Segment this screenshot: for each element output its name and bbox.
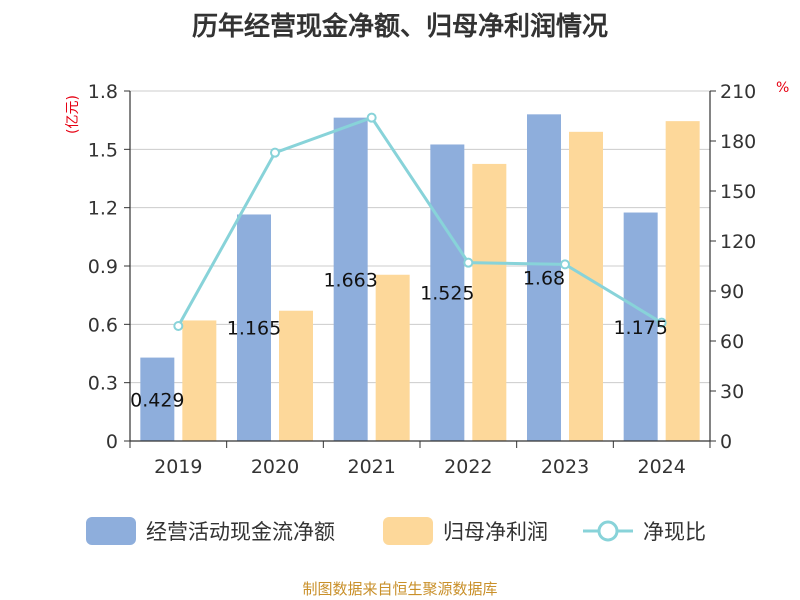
legend-swatch-ratio: [583, 520, 633, 542]
y-left-tick-label: 0.3: [88, 373, 118, 395]
point-ratio: [656, 317, 667, 328]
y-right-tick-label: 60: [720, 331, 744, 353]
y-right-tick-label: 210: [720, 81, 756, 103]
legend-label-profit: 归母净利润: [443, 520, 548, 544]
legend-item-cash[interactable]: 经营活动现金流净额: [86, 516, 335, 546]
data-label-cash: 1.525: [420, 283, 474, 305]
data-label-cash: 0.429: [130, 389, 184, 411]
y-left-tick-label: 1.8: [88, 81, 118, 103]
y-left-tick-label: 0.9: [88, 256, 118, 278]
x-tick-label: 2023: [541, 456, 589, 478]
source-note: 制图数据来自恒生聚源数据库: [302, 580, 498, 598]
legend-item-profit[interactable]: 归母净利润: [383, 516, 548, 546]
right-axis-unit: %: [776, 80, 790, 96]
point-ratio: [463, 257, 474, 268]
y-left-tick-label: 0: [106, 431, 118, 453]
bar-net-profit: [279, 310, 313, 441]
y-right-tick-label: 150: [720, 181, 756, 203]
bar-net-profit: [375, 274, 410, 441]
bar-cash-flow: [140, 357, 175, 441]
x-tick-label: 2020: [251, 456, 299, 478]
y-right-tick-label: 180: [720, 131, 756, 153]
data-label-cash: 1.165: [227, 318, 281, 340]
x-tick-label: 2021: [347, 456, 395, 478]
bar-cash-flow: [623, 212, 658, 441]
line-ratio: [177, 115, 663, 327]
chart-title: 历年经营现金净额、归母净利润情况: [191, 12, 608, 42]
x-tick-label: 2022: [444, 456, 492, 478]
bar-cash-flow: [333, 117, 368, 441]
bar-cash-flow: [237, 214, 271, 441]
point-ratio: [173, 321, 184, 331]
legend-swatch-profit: [383, 517, 433, 545]
point-ratio: [270, 147, 280, 158]
y-right-tick-label: 120: [720, 231, 756, 253]
legend-item-ratio[interactable]: 净现比: [583, 516, 706, 546]
data-label-cash: 1.68: [523, 268, 565, 290]
point-ratio: [560, 259, 570, 270]
x-tick-label: 2024: [637, 456, 685, 478]
y-right-tick-label: 90: [720, 281, 744, 303]
y-left-tick-label: 0.6: [88, 314, 118, 336]
bar-cash-flow: [430, 144, 465, 441]
bar-net-profit: [569, 131, 603, 442]
y-right-tick-label: 0: [720, 431, 732, 453]
y-left-tick-label: 1.5: [88, 139, 118, 161]
legend-swatch-cash: [86, 517, 136, 545]
legend-label-ratio: 净现比: [643, 520, 706, 544]
legend-label-cash: 经营活动现金流净额: [146, 520, 335, 544]
point-ratio: [366, 112, 377, 123]
y-left-tick-label: 1.2: [88, 198, 118, 220]
x-tick-label: 2019: [154, 456, 202, 478]
bar-net-profit: [182, 320, 217, 441]
y-right-tick-label: 30: [720, 381, 744, 403]
data-label-cash: 1.175: [613, 317, 667, 339]
bar-cash-flow: [527, 114, 561, 441]
data-label-cash: 1.663: [323, 269, 377, 291]
legend: 经营活动现金流净额 归母净利润 净现比: [0, 516, 800, 556]
bar-net-profit: [472, 163, 507, 441]
bar-net-profit: [665, 121, 700, 441]
